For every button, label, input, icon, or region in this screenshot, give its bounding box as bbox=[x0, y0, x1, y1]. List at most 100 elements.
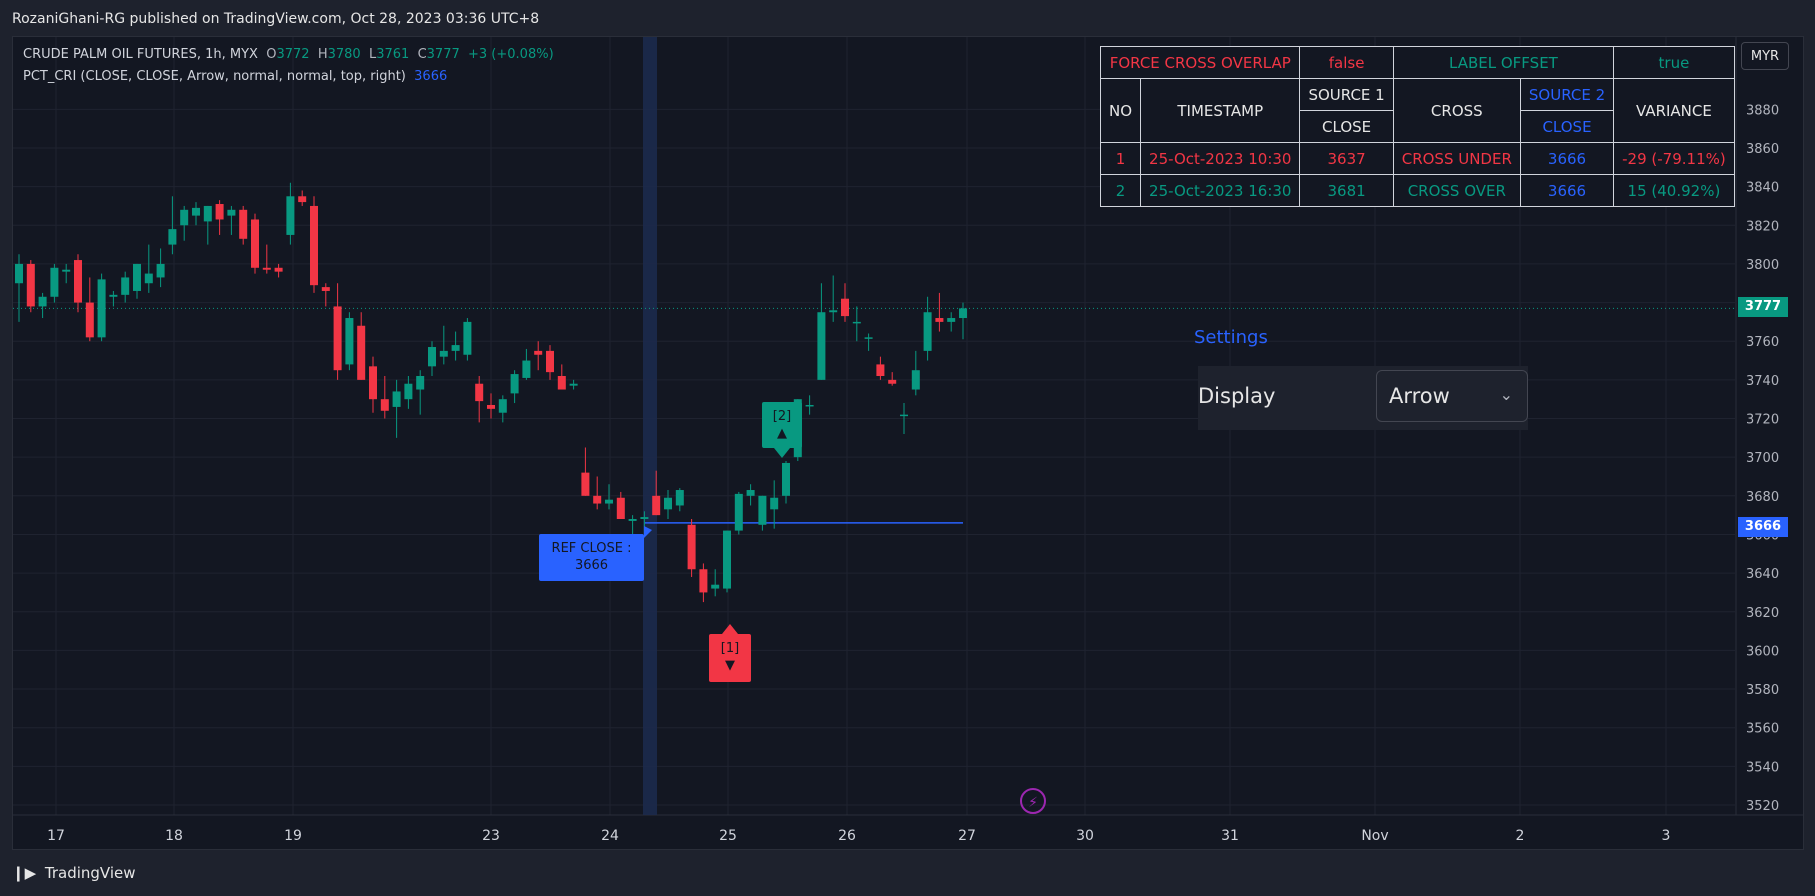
candle-body bbox=[829, 310, 838, 313]
candle-body bbox=[864, 337, 873, 339]
high-label: H bbox=[317, 47, 328, 62]
candle-body bbox=[109, 294, 118, 297]
candle-body bbox=[522, 360, 531, 378]
candle-body bbox=[817, 312, 826, 380]
ref-close-label-pointer bbox=[644, 526, 652, 538]
candle-body bbox=[156, 263, 165, 278]
y-axis-label: 3680 bbox=[1746, 490, 1779, 505]
y-axis-label: 3840 bbox=[1746, 181, 1779, 196]
candle-body bbox=[888, 379, 897, 384]
x-axis-label: 26 bbox=[838, 828, 856, 844]
indicator-name: PCT_CRI (CLOSE, CLOSE, Arrow, normal, no… bbox=[23, 69, 406, 84]
ref-close-label-box bbox=[539, 534, 644, 581]
close-value: 3777 bbox=[426, 47, 460, 62]
cross-marker-1-text: ▼ bbox=[725, 658, 735, 673]
candle-body bbox=[121, 277, 130, 295]
session-highlight bbox=[643, 37, 657, 815]
candle-body bbox=[841, 298, 849, 317]
y-axis-label: 3560 bbox=[1746, 722, 1779, 737]
candle-body bbox=[711, 584, 720, 589]
candle-body bbox=[546, 350, 554, 373]
close-label: C bbox=[417, 47, 427, 62]
candle-body bbox=[746, 490, 755, 496]
force-cross-label: FORCE CROSS OVERLAP bbox=[1099, 46, 1301, 79]
low-value: 3761 bbox=[376, 47, 410, 62]
lightning-icon bbox=[1020, 788, 1046, 814]
x-axis-label: 25 bbox=[719, 828, 737, 844]
cross-marker-2-box bbox=[762, 402, 802, 448]
candle-body bbox=[498, 399, 507, 413]
currency-button[interactable]: MYR bbox=[1741, 42, 1789, 70]
header-close2: CLOSE bbox=[1519, 110, 1615, 143]
cross-marker-1-text: [1] bbox=[721, 641, 739, 656]
y-axis-label: 3640 bbox=[1746, 567, 1779, 582]
candle-body bbox=[133, 263, 141, 291]
cross-marker-1-box bbox=[709, 634, 751, 682]
header-close1: CLOSE bbox=[1299, 110, 1394, 143]
symbol-legend[interactable]: CRUDE PALM OIL FUTURES, 1h, MYX O3772 H3… bbox=[23, 44, 554, 66]
last-price-tag: 3777 bbox=[1738, 297, 1788, 317]
header-source1: SOURCE 1 bbox=[1299, 78, 1394, 111]
candle-body bbox=[286, 196, 295, 235]
row-source2: 3666 bbox=[1519, 142, 1615, 175]
candle-body bbox=[345, 318, 354, 365]
candle-body bbox=[416, 376, 425, 390]
indicator-legend[interactable]: PCT_CRI (CLOSE, CLOSE, Arrow, normal, no… bbox=[23, 66, 554, 88]
cross-marker-1: [1] ▼ bbox=[709, 624, 751, 682]
header-variance: VARIANCE bbox=[1613, 78, 1735, 143]
header-no: NO bbox=[1099, 78, 1142, 143]
high-value: 3780 bbox=[327, 47, 361, 62]
cross-marker-1-pointer bbox=[722, 624, 738, 634]
candle-body bbox=[262, 267, 271, 270]
candle-body bbox=[581, 472, 590, 496]
cross-marker-2-text: [2] bbox=[773, 409, 791, 424]
y-axis-label: 3740 bbox=[1746, 374, 1779, 389]
candle-body bbox=[852, 321, 861, 324]
publisher-text: RozaniGhani-RG published on TradingView.… bbox=[12, 11, 540, 27]
x-axis-label: 30 bbox=[1076, 828, 1094, 844]
x-axis-label: 31 bbox=[1221, 828, 1239, 844]
candle-body bbox=[357, 325, 366, 380]
ref-close-label-text: REF CLOSE : bbox=[552, 541, 632, 556]
x-axis-label: 24 bbox=[601, 828, 619, 844]
candle-body bbox=[616, 497, 625, 519]
tv-logo-icon: ❙▶ bbox=[12, 864, 37, 882]
display-select[interactable]: Arrow ⌄ bbox=[1376, 370, 1528, 422]
y-axis-label: 3580 bbox=[1746, 683, 1779, 698]
header-source2: SOURCE 2 bbox=[1519, 78, 1615, 111]
row-timestamp: 25-Oct-2023 10:30 bbox=[1140, 142, 1301, 175]
candle-body bbox=[50, 267, 59, 297]
candle-body bbox=[605, 499, 613, 504]
candle-body bbox=[203, 205, 212, 222]
y-axis-label: 3820 bbox=[1746, 219, 1779, 234]
x-axis-label: Nov bbox=[1361, 828, 1388, 844]
candle-body bbox=[911, 370, 920, 390]
open-value: 3772 bbox=[276, 47, 310, 62]
x-axis-label: 27 bbox=[958, 828, 976, 844]
candle-body bbox=[439, 350, 448, 357]
settings-title: Settings bbox=[1194, 327, 1268, 348]
candle-body bbox=[593, 495, 602, 504]
candle-body bbox=[900, 414, 908, 417]
candle-body bbox=[26, 263, 35, 307]
x-axis-label: 3 bbox=[1662, 828, 1671, 844]
candle-body bbox=[782, 462, 790, 496]
candle-body bbox=[723, 530, 731, 589]
candle-body bbox=[192, 207, 200, 216]
candle-body bbox=[404, 383, 413, 400]
y-axis-label: 3620 bbox=[1746, 606, 1779, 621]
candle-body bbox=[463, 321, 472, 355]
candle-body bbox=[451, 345, 460, 351]
lightning-icon-glyph: ⚡ bbox=[1028, 795, 1038, 811]
label-offset-label: LABEL OFFSET bbox=[1392, 46, 1615, 79]
change-value: +3 (+0.08%) bbox=[468, 47, 554, 62]
header-timestamp: TIMESTAMP bbox=[1140, 78, 1301, 143]
display-select-value: Arrow bbox=[1389, 384, 1450, 408]
candle-body bbox=[687, 524, 696, 570]
ref-close-label-text: 3666 bbox=[575, 558, 608, 573]
x-axis-label: 17 bbox=[47, 828, 65, 844]
candle-body bbox=[227, 209, 236, 216]
candle-body bbox=[15, 263, 23, 284]
tradingview-logo[interactable]: ❙▶ TradingView bbox=[12, 864, 136, 882]
